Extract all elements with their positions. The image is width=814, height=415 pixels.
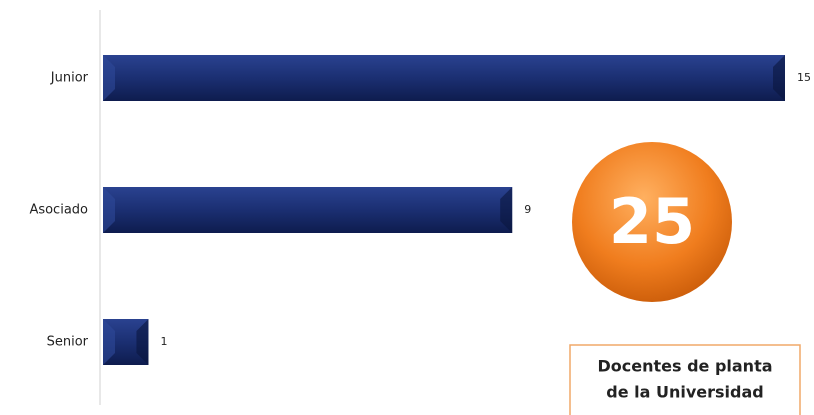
value-label: 9: [524, 203, 531, 216]
badge: [572, 142, 732, 302]
caption-line: de la Universidad: [606, 383, 763, 402]
y-tick-label: Senior: [47, 335, 89, 350]
value-label: 15: [797, 71, 811, 84]
bar-bevel: [103, 319, 115, 365]
y-tick-label: Junior: [50, 71, 89, 86]
value-label: 1: [160, 335, 167, 348]
badge-number: 25: [609, 185, 695, 258]
bar-bevel: [103, 55, 115, 101]
caption-line: Docentes de planta: [597, 357, 772, 376]
caption-box: [569, 344, 801, 415]
bar-bevel: [773, 55, 785, 101]
bar: [103, 55, 785, 101]
bar: [103, 187, 513, 233]
bar-bevel: [500, 187, 513, 233]
y-tick-label: Asociado: [29, 203, 88, 218]
bar-bevel: [136, 319, 149, 365]
bar-bevel: [103, 187, 115, 233]
